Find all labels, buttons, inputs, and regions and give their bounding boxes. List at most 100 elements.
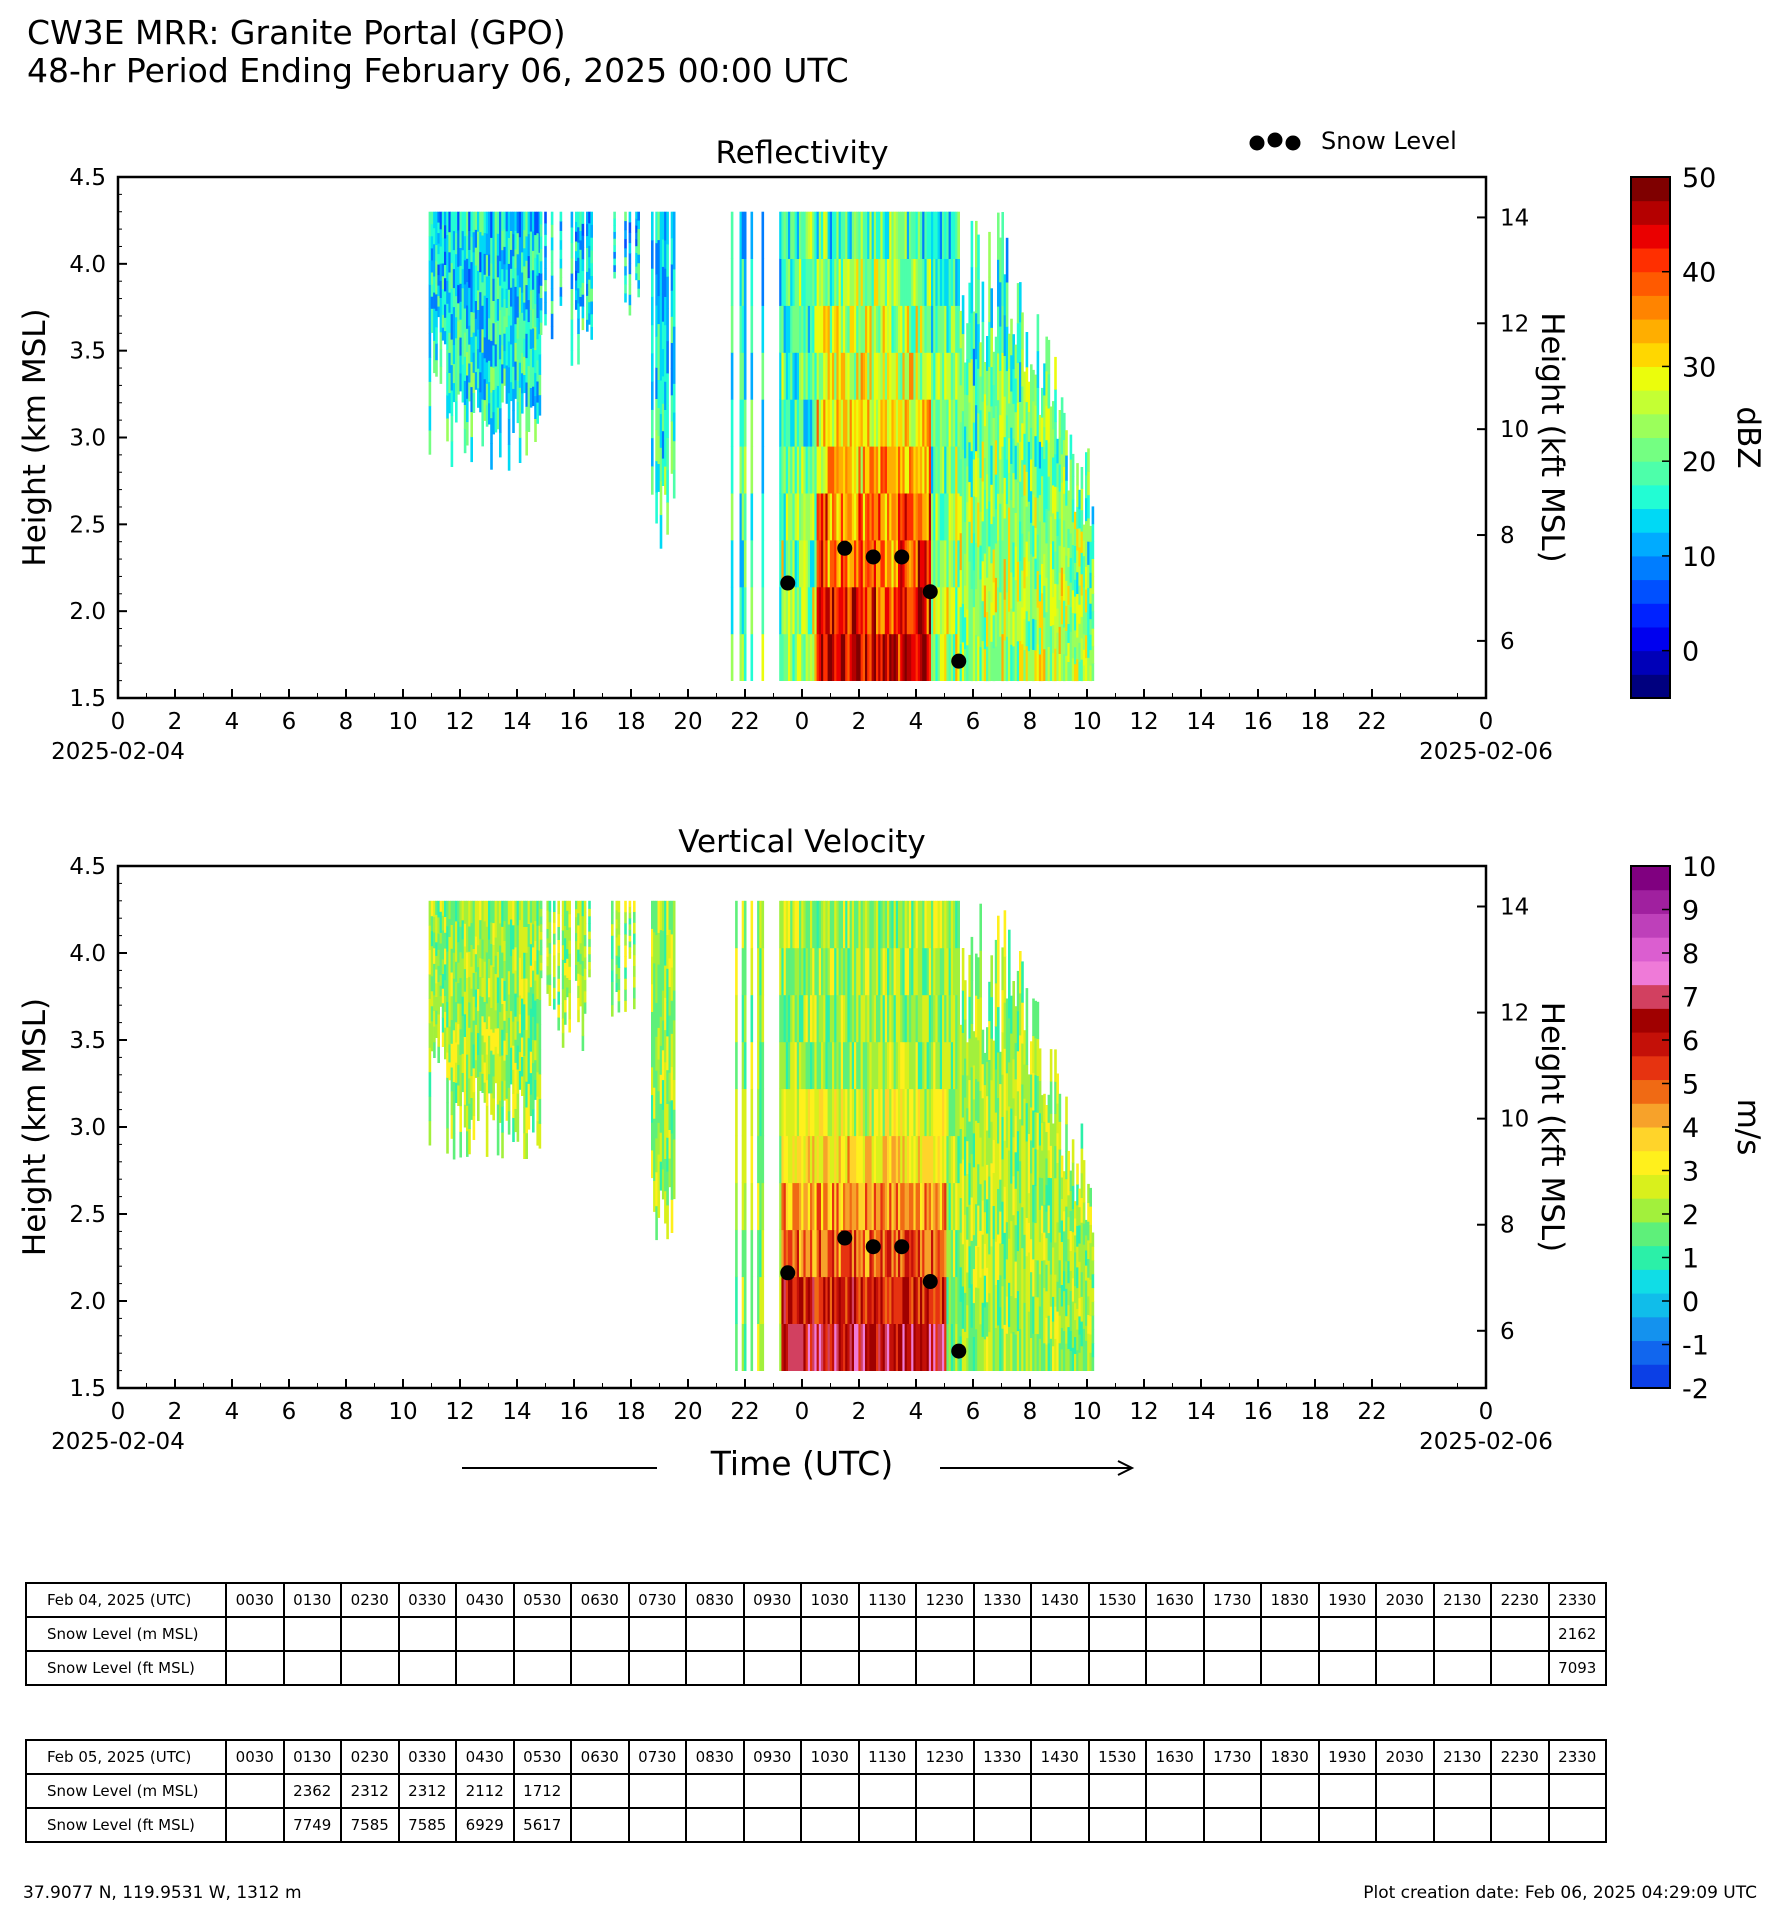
heatmap-cell (448, 990, 451, 1009)
heatmap-cell (783, 540, 787, 588)
heatmap-cell (834, 1135, 837, 1184)
heatmap-cell (463, 946, 467, 970)
heatmap-cell (615, 973, 619, 983)
heatmap-cell (926, 1276, 930, 1324)
heatmap-cell (959, 421, 963, 460)
heatmap-cell (887, 305, 890, 353)
heatmap-cell (836, 1135, 839, 1184)
heatmap-cell (1065, 1096, 1068, 1125)
heatmap-cell (821, 1276, 824, 1324)
heatmap-cell (588, 900, 591, 909)
heatmap-cell (501, 345, 504, 365)
heatmap-cell (470, 944, 473, 967)
heatmap-cell (661, 348, 665, 377)
heatmap-cell (761, 1041, 765, 1090)
heatmap-cell (503, 1040, 506, 1061)
heatmap-cell (490, 943, 493, 966)
heatmap-cell (1003, 355, 1007, 397)
heatmap-cell (882, 493, 886, 541)
heatmap-cell (743, 258, 747, 306)
heatmap-cell (816, 586, 820, 635)
heatmap-cell (832, 1088, 835, 1137)
heatmap-cell (433, 900, 436, 917)
heatmap-cell (450, 1090, 454, 1116)
heatmap-cell (523, 211, 526, 231)
heatmap-cell (860, 493, 864, 541)
heatmap-cell (898, 1182, 901, 1231)
heatmap-cell (761, 305, 765, 353)
heatmap-cell (472, 900, 476, 926)
heatmap-cell (435, 1023, 438, 1038)
heatmap-cell (860, 1182, 864, 1231)
heatmap-cell (588, 908, 591, 917)
heatmap-cell (461, 383, 465, 403)
heatmap-cell (865, 446, 868, 494)
heatmap-cell (792, 947, 795, 996)
heatmap-cell (481, 235, 484, 259)
heatmap-cell (836, 1276, 839, 1324)
heatmap-cell (1076, 528, 1079, 551)
heatmap-cell (483, 337, 487, 359)
heatmap-cell (825, 1182, 828, 1231)
heatmap-cell (935, 493, 938, 541)
heatmap-cell (1003, 1278, 1007, 1325)
heatmap-cell (884, 211, 888, 259)
heatmap-cell (906, 493, 910, 541)
heatmap-cell (1047, 476, 1051, 511)
heatmap-cell (1056, 487, 1059, 512)
heatmap-cell (986, 370, 989, 406)
heatmap-cell (1032, 1296, 1035, 1334)
heatmap-cell (884, 399, 888, 447)
heatmap-cell (532, 970, 535, 994)
x-tick-label: 14 (1186, 1399, 1215, 1425)
heatmap-cell (909, 1276, 912, 1324)
heatmap-cell (1021, 1125, 1024, 1167)
heatmap-cell (655, 1070, 658, 1105)
heatmap-cell (860, 1135, 864, 1184)
heatmap-cell (966, 501, 969, 538)
heatmap-cell (474, 1042, 478, 1061)
heatmap-cell (856, 258, 859, 306)
heatmap-cell (581, 1035, 585, 1051)
heatmap-cell (814, 540, 817, 588)
heatmap-cell (794, 1041, 798, 1090)
heatmap-cell (1069, 557, 1073, 583)
heatmap-cell (1085, 1235, 1088, 1251)
heatmap-cell (788, 493, 791, 541)
heatmap-cell (794, 352, 798, 400)
heatmap-cell (851, 1041, 855, 1090)
heatmap-cell (889, 1135, 892, 1184)
heatmap-cell (613, 264, 616, 272)
heatmap-cell (1078, 1352, 1081, 1371)
heatmap-cell (977, 591, 980, 637)
heatmap-cell (953, 352, 956, 400)
heatmap-cell (986, 1267, 989, 1303)
colorbar-tick-label: 40 (1682, 258, 1716, 289)
heatmap-cell (670, 900, 674, 935)
heatmap-cell (878, 900, 881, 949)
heatmap-cell (577, 900, 580, 914)
heatmap-cell (1069, 1190, 1073, 1211)
heatmap-cell (444, 264, 447, 279)
heatmap-cell (858, 947, 861, 996)
heatmap-cell (810, 633, 813, 681)
heatmap-cell (1080, 1197, 1084, 1223)
heatmap-cell (887, 994, 890, 1043)
heatmap-cell (586, 247, 589, 260)
heatmap-cell (532, 1016, 535, 1040)
heatmap-cell (651, 1094, 654, 1123)
heatmap-cell (845, 994, 848, 1043)
heatmap-cell (1091, 628, 1095, 647)
heatmap-cell (433, 1041, 436, 1058)
heatmap-cell (1014, 1188, 1018, 1226)
heatmap-cell (538, 354, 542, 375)
heatmap-cell (435, 261, 438, 278)
heatmap-cell (871, 446, 875, 494)
heatmap-cell (1019, 1286, 1022, 1330)
heatmap-cell (847, 352, 850, 400)
heatmap-cell (836, 446, 839, 494)
heatmap-cell (743, 493, 747, 541)
heatmap-cell (474, 971, 478, 990)
heatmap-cell (657, 351, 661, 380)
heatmap-cell (807, 399, 811, 447)
